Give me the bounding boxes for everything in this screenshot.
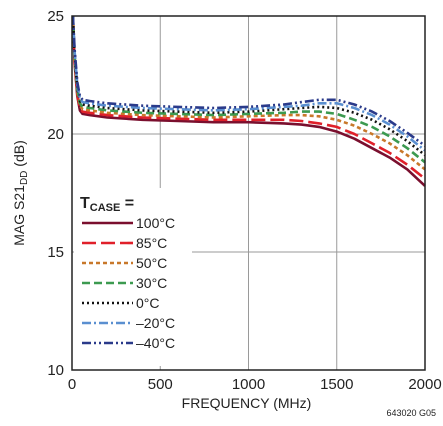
y-axis-title: MAG S21DD (dB) — [11, 140, 30, 246]
y-axis-title-sub: DD — [19, 171, 30, 185]
legend-label-6: –40°C — [136, 335, 175, 351]
legend-label-5: –20°C — [136, 315, 175, 331]
x-tick-label: 500 — [148, 376, 173, 393]
y-tick-label: 20 — [47, 126, 64, 143]
y-axis-title-unit: (dB) — [11, 140, 27, 170]
x-tick-label: 1500 — [320, 376, 353, 393]
series-layer — [71, 15, 426, 187]
tick-labels: 0 500 1000 1500 2000 10 15 20 25 — [47, 8, 441, 393]
legend-label-1: 85°C — [136, 235, 167, 251]
x-axis-title: FREQUENCY (MHz) — [182, 395, 312, 411]
legend-label-0: 100°C — [136, 215, 175, 231]
x-tick-label: 0 — [68, 376, 76, 393]
y-tick-label: 25 — [47, 8, 64, 25]
figure-id-note: 643020 G05 — [386, 408, 436, 418]
y-tick-label: 15 — [47, 244, 64, 261]
plot-frame-layer — [71, 15, 426, 371]
legend-background — [74, 188, 192, 366]
series-line-4 — [71, 15, 426, 157]
y-tick-label: 10 — [47, 362, 64, 379]
plot-frame — [71, 15, 426, 371]
legend-label-2: 50°C — [136, 255, 167, 271]
series-line-6 — [71, 15, 426, 147]
legend: TCASE =100°C 85°C 50°C 30°C 0°C –20°C –40°C — [74, 188, 192, 366]
legend-title-sub: CASE — [90, 202, 121, 214]
series-line-0 — [71, 15, 426, 187]
legend-label-3: 30°C — [136, 275, 167, 291]
x-tick-label: 2000 — [408, 376, 441, 393]
y-axis-title-main: MAG S21 — [11, 185, 27, 246]
x-tick-label: 1000 — [232, 376, 265, 393]
series-line-3 — [71, 15, 426, 164]
series-line-5 — [71, 15, 426, 152]
legend-title-tail: = — [120, 195, 134, 212]
series-line-1 — [71, 15, 426, 180]
legend-label-4: 0°C — [136, 295, 160, 311]
legend-title-main: T — [80, 195, 90, 212]
legend-title: TCASE = — [80, 195, 134, 214]
